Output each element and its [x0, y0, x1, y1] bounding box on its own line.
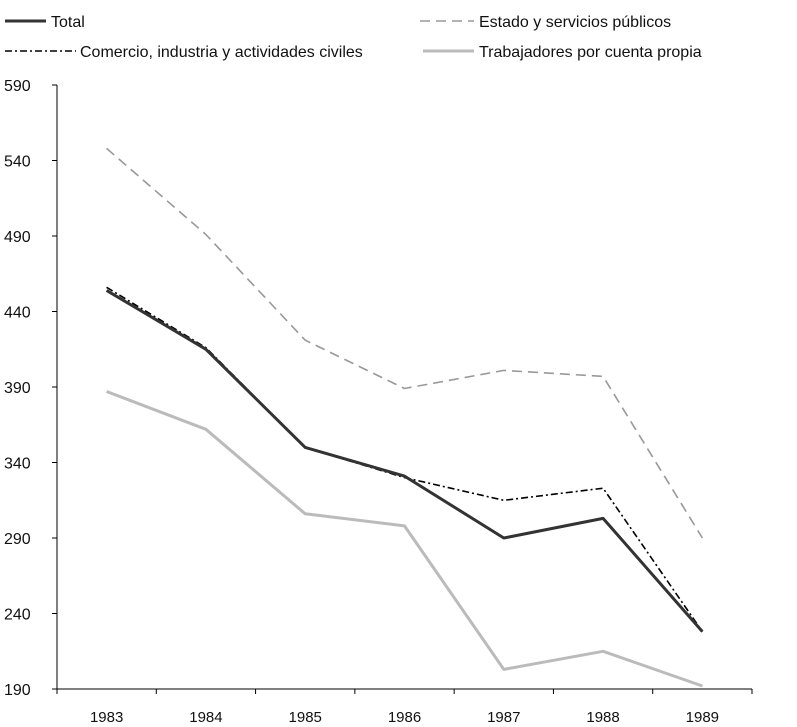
series-line-3 — [106, 147, 704, 539]
y-tick-label: 390 — [4, 380, 31, 397]
y-tick-label: 490 — [4, 229, 31, 246]
y-tick-label: 340 — [4, 456, 31, 473]
legend-label-2: Comercio, industria y actividades civile… — [80, 44, 363, 61]
series-line-2 — [106, 286, 704, 633]
x-axis: 1983 1984 1985 1986 1987 1988 1989 — [56, 688, 753, 726]
y-tick-label: 190 — [4, 682, 31, 699]
plot-lines — [105, 147, 704, 688]
x-tick-label: 1983 — [90, 709, 123, 726]
legend-label-3: Estado y servicios públicos — [479, 14, 671, 31]
y-tick-label: 590 — [4, 78, 31, 95]
y-tick-label: 540 — [4, 154, 31, 171]
x-tick-label: 1988 — [586, 709, 619, 726]
x-tick-label: 1987 — [487, 709, 520, 726]
y-axis: 190 240 290 340 390 440 490 540 590 — [4, 78, 58, 699]
legend-label-1: Total — [51, 14, 85, 31]
y-tick-label: 440 — [4, 305, 31, 322]
x-tick-label: 1984 — [189, 709, 222, 726]
y-tick-label: 240 — [4, 607, 31, 624]
x-tick-label: 1989 — [686, 709, 719, 726]
series-line-1 — [105, 289, 704, 633]
y-tick-label: 290 — [4, 531, 31, 548]
x-tick-label: 1985 — [289, 709, 322, 726]
legend: Total Estado y servicios públicos Comercio… — [5, 14, 702, 61]
series-line-4 — [106, 390, 703, 688]
legend-label-4: Trabajadores por cuenta propia — [479, 44, 702, 61]
x-tick-label: 1986 — [388, 709, 421, 726]
